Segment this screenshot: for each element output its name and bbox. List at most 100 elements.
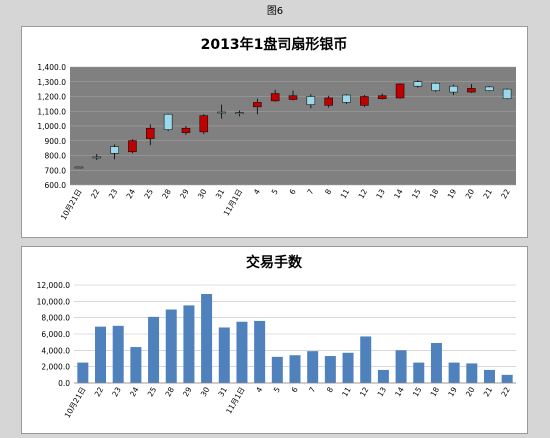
x-tick-label: 24 (125, 187, 138, 200)
y-tick-label: 1,100.0 (37, 107, 66, 116)
x-tick-label: 18 (429, 385, 442, 398)
x-tick-label: 30 (199, 385, 212, 398)
x-tick-label: 28 (160, 187, 173, 200)
x-tick-label: 21 (481, 187, 494, 200)
y-tick-label: 1,400.0 (37, 63, 66, 72)
volume-bar (466, 363, 478, 383)
volume-bar (377, 369, 389, 383)
candle-body (484, 86, 494, 91)
x-tick-label: 28 (163, 385, 176, 398)
x-tick-label: 8 (323, 187, 333, 196)
y-tick-label: 8,000.0 (41, 314, 70, 323)
y-tick-label: 6,000.0 (41, 330, 70, 339)
x-tick-label: 4 (254, 385, 264, 394)
candle-body (502, 88, 512, 99)
volume-bar (395, 350, 407, 383)
x-tick-label: 5 (270, 187, 280, 196)
x-tick-label: 12 (358, 385, 371, 398)
x-tick-label: 22 (499, 187, 512, 200)
x-tick-label: 31 (214, 187, 227, 200)
candlestick-chart: 2013年1盘司扇形银币 600.0 700.0 800.0 900.0 1,000.0… (37, 36, 516, 222)
x-tick-label: 21 (482, 385, 495, 398)
candle-body (324, 97, 333, 106)
y-tick-label: 12,000.0 (37, 281, 71, 290)
y-tick-label: 800.0 (45, 152, 67, 161)
x-tick-label: 7 (307, 385, 317, 394)
volume-bar-chart: 交易手数 0.0 2,000.0 4,000.0 6,000.0 8,000.0 10,0… (37, 254, 516, 420)
candle-body (467, 88, 476, 93)
x-tick-label: 13 (374, 187, 387, 200)
x-tick-label: 15 (411, 385, 424, 398)
volume-bar (183, 305, 195, 383)
x-tick-label: 23 (110, 385, 123, 398)
volume-bar (95, 326, 107, 383)
x-tick-label: 25 (142, 187, 155, 200)
x-tick-label: 29 (178, 187, 191, 200)
x-tick-label: 19 (446, 385, 459, 398)
x-tick-label: 19 (446, 187, 459, 200)
volume-bar (201, 293, 213, 383)
x-tick-label: 14 (392, 187, 405, 200)
volume-bar (254, 320, 266, 383)
x-tick-label: 24 (128, 385, 141, 398)
candle-body (360, 96, 369, 106)
x-tick-label: 5 (272, 385, 282, 394)
candle-body (306, 96, 316, 105)
x-tick-label: 13 (376, 385, 389, 398)
candle-body (92, 156, 102, 159)
x-tick-label: 6 (288, 187, 298, 196)
candle-body (235, 112, 244, 114)
candle-body (217, 111, 226, 114)
candle-body (288, 95, 298, 100)
candle-body (74, 166, 84, 169)
volume-bar (448, 362, 460, 383)
figure-caption: 图6 (266, 6, 284, 17)
x-tick-label: 22 (499, 385, 512, 398)
x-tick-label: 11 (339, 187, 352, 200)
y-tick-label: 0.0 (58, 379, 70, 388)
y-tick-label: 2,000.0 (41, 363, 70, 372)
volume-bar (218, 327, 230, 383)
candle-body (163, 113, 173, 130)
x-tick-label: 25 (146, 385, 159, 398)
x-tick-label: 31 (216, 385, 229, 398)
volume-bar (342, 352, 354, 383)
y-tick-label: 1,000.0 (37, 122, 66, 131)
x-tick-label: 23 (107, 187, 120, 200)
candle-body (395, 83, 405, 99)
x-tick-label: 29 (181, 385, 194, 398)
candle-body (110, 146, 119, 154)
candle-body (199, 115, 209, 133)
volume-bar (430, 342, 442, 383)
volume-bar (360, 336, 372, 383)
x-tick-label: 18 (428, 187, 441, 200)
volume-bar (483, 369, 495, 383)
volume-chart-panel: 交易手数 0.0 2,000.0 4,000.0 6,000.0 8,000.0 10,0… (21, 246, 528, 434)
volume-bar (112, 325, 124, 383)
candle-body (181, 127, 191, 133)
x-tick-label: 4 (252, 187, 262, 196)
volume-bar (324, 356, 336, 383)
x-tick-label: 22 (93, 385, 106, 398)
y-tick-label: 900.0 (45, 137, 67, 146)
x-tick-label: 6 (290, 385, 300, 394)
x-tick-label: 22 (89, 187, 102, 200)
chart-title: 交易手数 (246, 254, 303, 271)
volume-bar (289, 355, 301, 383)
x-tick-label: 10月21日 (59, 188, 84, 222)
candle-body (431, 82, 440, 91)
x-tick-label: 30 (196, 187, 209, 200)
y-tick-label: 1,200.0 (37, 93, 66, 102)
y-tick-label: 4,000.0 (41, 346, 70, 355)
x-tick-label: 11 (340, 385, 353, 398)
x-tick-label: 10月21日 (63, 386, 88, 420)
volume-bar (307, 351, 319, 383)
x-tick-label: 12 (357, 187, 370, 200)
candle-body (146, 127, 155, 139)
candlestick-chart-panel: 2013年1盘司扇形银币 600.0 700.0 800.0 900.0 1,000.0… (21, 26, 528, 238)
y-tick-label: 1,300.0 (37, 78, 66, 87)
volume-bar (413, 362, 425, 383)
x-tick-label: 14 (393, 385, 406, 398)
y-tick-label: 10,000.0 (37, 297, 71, 306)
volume-bar (148, 316, 160, 383)
